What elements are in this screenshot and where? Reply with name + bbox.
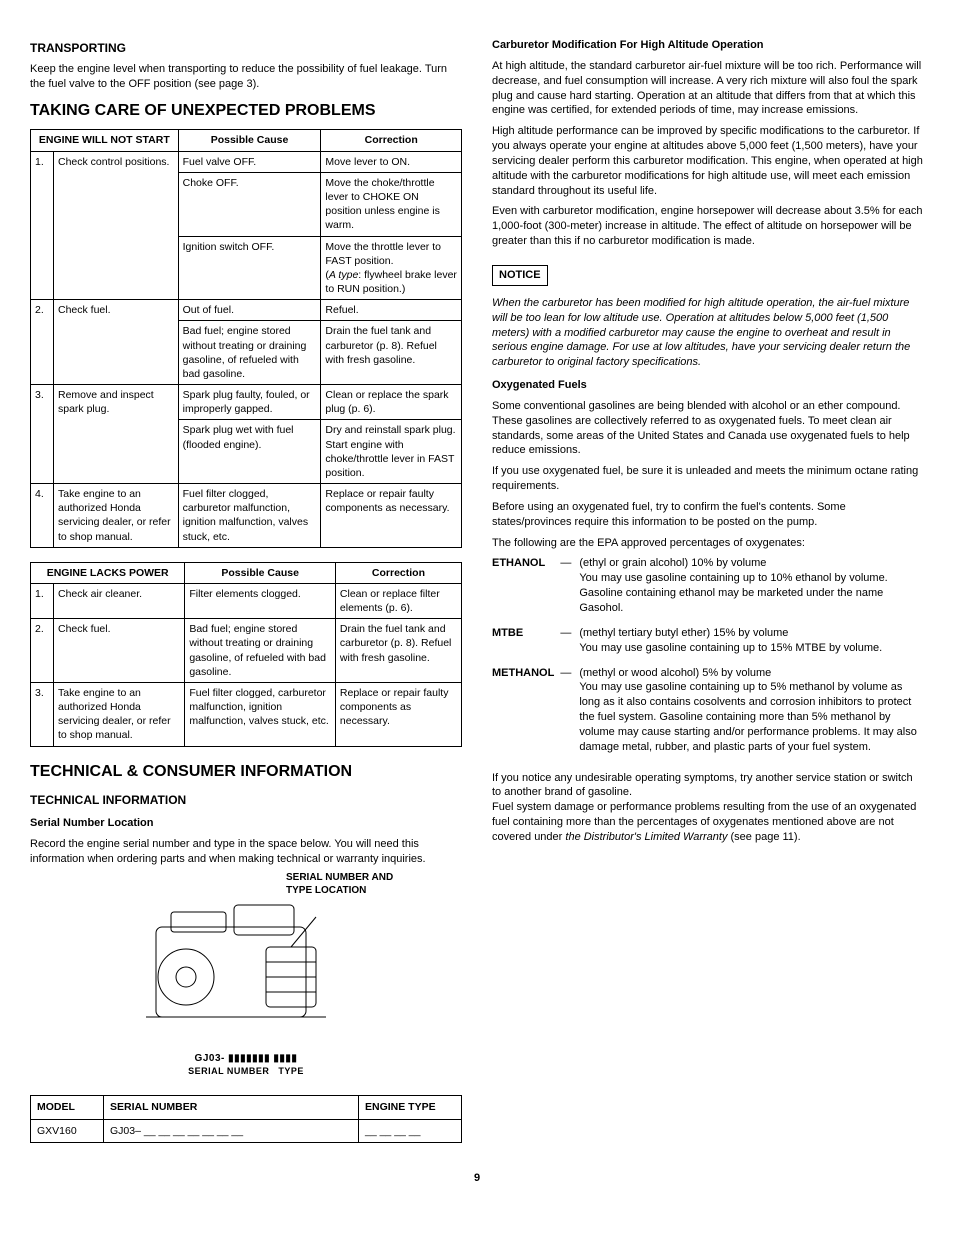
check-step: Check fuel.	[54, 300, 179, 385]
oxygenated-fuels-heading: Oxygenated Fuels	[492, 378, 924, 393]
engine-no-start-table: ENGINE WILL NOT START Possible Cause Cor…	[30, 129, 462, 547]
possible-cause: Ignition switch OFF.	[178, 236, 321, 300]
correction: Replace or repair faulty components as n…	[335, 682, 461, 746]
serial-record-table: MODEL SERIAL NUMBER ENGINE TYPE GXV160 G…	[30, 1095, 462, 1142]
row-number: 4.	[31, 484, 54, 548]
col-header: MODEL	[31, 1096, 104, 1119]
row-number: 3.	[31, 385, 54, 484]
check-step: Check fuel.	[54, 619, 185, 683]
dash: —	[560, 666, 579, 765]
fuel-label: MTBE	[492, 626, 560, 666]
serial-number-caption: SERIAL NUMBER TYPE	[116, 1065, 376, 1077]
correction: Move the choke/throttle lever to CHOKE O…	[321, 172, 462, 236]
oxy-p4: The following are the EPA approved perce…	[492, 536, 924, 551]
fuel-description: (methyl or wood alcohol) 5% by volumeYou…	[579, 666, 924, 765]
serial-location-heading: Serial Number Location	[30, 816, 462, 831]
correction: Clean or replace filter elements (p. 6).	[335, 583, 461, 618]
taking-care-heading: TAKING CARE OF UNEXPECTED PROBLEMS	[30, 100, 462, 122]
fuel-description: (methyl tertiary butyl ether) 15% by vol…	[579, 626, 924, 666]
check-step: Remove and inspect spark plug.	[54, 385, 179, 484]
possible-cause: Choke OFF.	[178, 172, 321, 236]
correction: Clean or replace the spark plug (p. 6).	[321, 385, 462, 420]
carb-p2: High altitude performance can be improve…	[492, 124, 924, 198]
transporting-text: Keep the engine level when transporting …	[30, 62, 462, 92]
col-header: Correction	[321, 130, 462, 151]
col-header: Possible Cause	[178, 130, 321, 151]
correction: Refuel.	[321, 300, 462, 321]
dash: —	[560, 556, 579, 625]
oxy-p5b2: (see page 11).	[727, 831, 800, 843]
diagram-label: SERIAL NUMBER AND TYPE LOCATION	[286, 871, 416, 898]
possible-cause: Spark plug wet with fuel (flooded engine…	[178, 420, 321, 484]
check-step: Take engine to an authorized Honda servi…	[54, 682, 185, 746]
fuel-label: METHANOL	[492, 666, 560, 765]
carb-p3: Even with carburetor modification, engin…	[492, 204, 924, 249]
left-column: TRANSPORTING Keep the engine level when …	[30, 30, 462, 1151]
oxy-p2: If you use oxygenated fuel, be sure it i…	[492, 464, 924, 494]
possible-cause: Out of fuel.	[178, 300, 321, 321]
carb-mod-heading: Carburetor Modification For High Altitud…	[492, 38, 924, 53]
fuel-description: (ethyl or grain alcohol) 10% by volumeYo…	[579, 556, 924, 625]
page-container: TRANSPORTING Keep the engine level when …	[30, 30, 924, 1151]
correction: Drain the fuel tank and carburetor (p. 8…	[335, 619, 461, 683]
correction: Drain the fuel tank and carburetor (p. 8…	[321, 321, 462, 385]
col-header: SERIAL NUMBER	[104, 1096, 359, 1119]
possible-cause: Filter elements clogged.	[185, 583, 336, 618]
tech-info-heading: TECHNICAL INFORMATION	[30, 792, 462, 808]
carb-p1: At high altitude, the standard carbureto…	[492, 59, 924, 118]
check-step: Check control positions.	[54, 151, 179, 300]
possible-cause: Fuel filter clogged, carburetor malfunct…	[178, 484, 321, 548]
serial-cell: GJ03– __ __ __ __ __ __ __	[104, 1119, 359, 1142]
col-header: Possible Cause	[185, 562, 336, 583]
model-cell: GXV160	[31, 1119, 104, 1142]
oxy-p1: Some conventional gasolines are being bl…	[492, 399, 924, 458]
possible-cause: Bad fuel; engine stored without treating…	[178, 321, 321, 385]
tech-consumer-heading: TECHNICAL & CONSUMER INFORMATION	[30, 761, 462, 783]
possible-cause: Fuel valve OFF.	[178, 151, 321, 172]
row-number: 2.	[31, 619, 54, 683]
fuel-type-row: METHANOL—(methyl or wood alcohol) 5% by …	[492, 666, 924, 765]
type-cell: __ __ __ __	[359, 1119, 462, 1142]
oxy-p5a: If you notice any undesirable operating …	[492, 772, 913, 799]
row-number: 3.	[31, 682, 54, 746]
serial-number-sample: GJ03- ▮▮▮▮▮▮▮ ▮▮▮▮	[116, 1052, 376, 1066]
engine-lacks-power-table: ENGINE LACKS POWER Possible Cause Correc…	[30, 562, 462, 747]
notice-text: When the carburetor has been modified fo…	[492, 296, 924, 370]
check-step: Check air cleaner.	[54, 583, 185, 618]
fuel-types-list: ETHANOL—(ethyl or grain alcohol) 10% by …	[492, 556, 924, 764]
possible-cause: Spark plug faulty, fouled, or improperly…	[178, 385, 321, 420]
possible-cause: Fuel filter clogged, carburetor malfunct…	[185, 682, 336, 746]
col-header: ENGINE TYPE	[359, 1096, 462, 1119]
row-number: 2.	[31, 300, 54, 385]
page-number: 9	[30, 1171, 924, 1186]
correction: Move lever to ON.	[321, 151, 462, 172]
fuel-type-row: MTBE—(methyl tertiary butyl ether) 15% b…	[492, 626, 924, 666]
serial-location-text: Record the engine serial number and type…	[30, 837, 462, 867]
row-number: 1.	[31, 151, 54, 300]
col-header: ENGINE WILL NOT START	[31, 130, 179, 151]
engine-diagram: SERIAL NUMBER AND TYPE LOCATION	[30, 877, 462, 1077]
right-column: Carburetor Modification For High Altitud…	[492, 30, 924, 1151]
col-header: Correction	[335, 562, 461, 583]
oxy-p3: Before using an oxygenated fuel, try to …	[492, 500, 924, 530]
notice-label: NOTICE	[492, 265, 548, 286]
engine-illustration	[116, 877, 376, 1047]
correction: Dry and reinstall spark plug. Start engi…	[321, 420, 462, 484]
fuel-type-row: ETHANOL—(ethyl or grain alcohol) 10% by …	[492, 556, 924, 625]
col-header: ENGINE LACKS POWER	[31, 562, 185, 583]
correction: Move the throttle lever to FAST position…	[321, 236, 462, 300]
caption-type: TYPE	[278, 1066, 304, 1076]
possible-cause: Bad fuel; engine stored without treating…	[185, 619, 336, 683]
check-step: Take engine to an authorized Honda servi…	[54, 484, 179, 548]
transporting-heading: TRANSPORTING	[30, 40, 462, 56]
dash: —	[560, 626, 579, 666]
caption-serial: SERIAL NUMBER	[188, 1066, 269, 1076]
row-number: 1.	[31, 583, 54, 618]
warranty-name: the Distributor's Limited Warranty	[565, 831, 727, 843]
oxy-p5: If you notice any undesirable operating …	[492, 771, 924, 845]
fuel-label: ETHANOL	[492, 556, 560, 625]
correction: Replace or repair faulty components as n…	[321, 484, 462, 548]
